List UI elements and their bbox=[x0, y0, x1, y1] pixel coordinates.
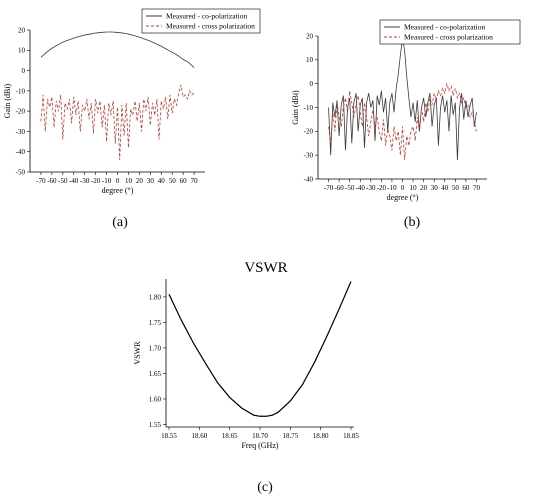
legend-entry: Measured - cross polarization bbox=[404, 33, 493, 42]
y-tick-label: -10 bbox=[16, 87, 26, 95]
x-tick-label: 70 bbox=[473, 184, 481, 192]
series-line-cross-polarization bbox=[40, 84, 195, 160]
x-tick-label: 0 bbox=[116, 177, 120, 185]
x-tick-label: 40 bbox=[441, 184, 449, 192]
series-line-co-polarization bbox=[328, 38, 477, 160]
legend-entry: Measured - co-polarization bbox=[404, 23, 485, 32]
x-tick-label: -30 bbox=[366, 184, 376, 192]
panel-caption: (b) bbox=[404, 215, 421, 230]
legend-box bbox=[141, 8, 261, 34]
x-tick-label: 50 bbox=[452, 184, 460, 192]
x-tick-label: 60 bbox=[180, 177, 188, 185]
y-tick-label: 20 bbox=[18, 26, 26, 34]
y-axis-label: Gain (dBi) bbox=[291, 90, 300, 125]
x-tick-label: 18.65 bbox=[222, 432, 238, 440]
series-line-vswr bbox=[168, 281, 352, 417]
x-tick-label: 30 bbox=[147, 177, 155, 185]
x-tick-label: 50 bbox=[169, 177, 177, 185]
x-tick-label: 18.60 bbox=[191, 432, 207, 440]
y-axis-label: Gain (dBi) bbox=[3, 83, 12, 118]
series-line-cross-polarization bbox=[328, 82, 477, 160]
y-tick-label: -20 bbox=[304, 128, 314, 136]
x-tick-label: -10 bbox=[387, 184, 397, 192]
x-tick-label: -60 bbox=[334, 184, 344, 192]
x-tick-label: -60 bbox=[47, 177, 57, 185]
x-tick-label: -10 bbox=[102, 177, 112, 185]
x-tick-label: -20 bbox=[377, 184, 387, 192]
y-tick-label: 1.65 bbox=[149, 370, 162, 378]
legend-entry: Measured - cross polarization bbox=[166, 22, 255, 31]
y-tick-label: 0 bbox=[310, 80, 314, 88]
legend-box bbox=[379, 19, 521, 45]
x-tick-label: 30 bbox=[431, 184, 439, 192]
y-tick-label: -40 bbox=[304, 175, 314, 183]
x-tick-label: 0 bbox=[401, 184, 405, 192]
x-tick-label: 18.70 bbox=[252, 432, 268, 440]
y-tick-label: -20 bbox=[16, 108, 26, 116]
x-tick-label: 18.80 bbox=[313, 432, 329, 440]
x-tick-label: 20 bbox=[136, 177, 144, 185]
x-tick-label: 18.55 bbox=[161, 432, 177, 440]
panel-caption: (c) bbox=[257, 480, 273, 495]
y-tick-label: 1.80 bbox=[149, 293, 162, 301]
x-tick-label: -50 bbox=[345, 184, 355, 192]
x-tick-label: 18.85 bbox=[343, 432, 359, 440]
x-tick-label: 10 bbox=[410, 184, 418, 192]
y-tick-label: -40 bbox=[16, 148, 26, 156]
chart-title: VSWR bbox=[244, 260, 287, 276]
x-tick-label: 60 bbox=[462, 184, 470, 192]
y-tick-label: 1.70 bbox=[149, 344, 162, 352]
x-tick-label: -50 bbox=[58, 177, 68, 185]
y-tick-label: 10 bbox=[18, 47, 26, 55]
y-tick-label: 1.60 bbox=[149, 395, 162, 403]
x-tick-label: 18.75 bbox=[282, 432, 298, 440]
y-tick-label: -10 bbox=[304, 104, 314, 112]
y-tick-label: 1.55 bbox=[149, 421, 162, 429]
x-tick-label: 70 bbox=[191, 177, 199, 185]
y-axis-label: VSWR bbox=[133, 341, 142, 365]
x-axis-label: degree (°) bbox=[102, 186, 134, 195]
x-tick-label: -40 bbox=[69, 177, 79, 185]
legend-entry: Measured - co-polarization bbox=[166, 12, 247, 21]
x-tick-label: -70 bbox=[324, 184, 334, 192]
x-axis-label: Freq (GHz) bbox=[241, 441, 278, 450]
x-tick-label: -40 bbox=[356, 184, 366, 192]
x-tick-label: -70 bbox=[36, 177, 46, 185]
x-tick-label: -30 bbox=[80, 177, 90, 185]
x-tick-label: -20 bbox=[91, 177, 101, 185]
y-tick-label: 20 bbox=[306, 32, 314, 40]
panel-c: 1.55 1.60 1.65 1.70 1.75 1.80 18.55 18.60 18.65 1… bbox=[133, 260, 359, 495]
y-tick-label: 10 bbox=[306, 56, 314, 64]
series-line-co-polarization bbox=[40, 31, 195, 68]
x-tick-label: 10 bbox=[125, 177, 133, 185]
x-axis-label: degree (°) bbox=[387, 193, 419, 202]
y-tick-label: -30 bbox=[16, 128, 26, 136]
panel-caption: (a) bbox=[112, 215, 128, 230]
y-tick-label: 0 bbox=[22, 67, 26, 75]
x-tick-label: 40 bbox=[158, 177, 166, 185]
y-tick-label: -30 bbox=[304, 152, 314, 160]
y-tick-label: -50 bbox=[16, 168, 26, 176]
x-tick-label: 20 bbox=[420, 184, 428, 192]
y-tick-label: 1.75 bbox=[149, 319, 162, 327]
